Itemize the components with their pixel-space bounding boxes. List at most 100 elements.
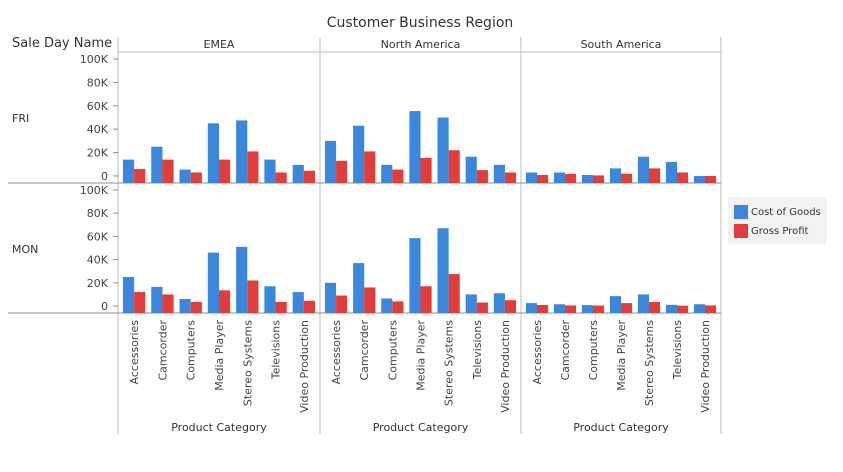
bar-fri-south-america-televisions-gross-profit[interactable] [677, 172, 689, 183]
bar-mon-south-america-stereo-systems-gross-profit[interactable] [649, 301, 661, 313]
bar-fri-south-america-video-production-cost-of-goods[interactable] [693, 176, 705, 183]
bar-fri-south-america-stereo-systems-cost-of-goods[interactable] [637, 156, 649, 183]
bar-fri-emea-camcorder-gross-profit[interactable] [162, 159, 174, 183]
bar-mon-south-america-televisions-cost-of-goods[interactable] [665, 304, 677, 313]
bar-mon-north-america-stereo-systems-gross-profit[interactable] [448, 274, 460, 313]
bar-fri-south-america-camcorder-gross-profit[interactable] [565, 173, 577, 183]
x-tick-label-video-production: Video Production [499, 320, 512, 413]
bar-fri-north-america-camcorder-gross-profit[interactable] [364, 151, 376, 183]
y-tick-label: 80K [87, 76, 109, 89]
bar-fri-north-america-televisions-cost-of-goods[interactable] [465, 156, 477, 183]
bar-fri-emea-stereo-systems-cost-of-goods[interactable] [236, 120, 248, 183]
bar-fri-north-america-accessories-gross-profit[interactable] [336, 160, 348, 183]
column-header-south-america: South America [581, 38, 662, 51]
bar-mon-north-america-computers-cost-of-goods[interactable] [381, 298, 393, 313]
bar-fri-south-america-computers-gross-profit[interactable] [593, 175, 605, 183]
bar-fri-emea-accessories-gross-profit[interactable] [134, 168, 146, 183]
bar-mon-emea-media-player-gross-profit[interactable] [219, 290, 231, 313]
bar-fri-emea-media-player-gross-profit[interactable] [219, 159, 231, 183]
bar-mon-south-america-computers-cost-of-goods[interactable] [581, 305, 593, 313]
bar-mon-emea-stereo-systems-gross-profit[interactable] [247, 280, 259, 313]
bar-fri-south-america-computers-cost-of-goods[interactable] [581, 174, 593, 183]
bar-mon-south-america-stereo-systems-cost-of-goods[interactable] [637, 294, 649, 313]
legend-label-cost-of-goods: Cost of Goods [751, 206, 821, 218]
bar-mon-north-america-video-production-gross-profit[interactable] [504, 300, 517, 313]
bar-fri-north-america-computers-gross-profit[interactable] [392, 169, 404, 183]
bar-fri-emea-media-player-cost-of-goods[interactable] [207, 123, 219, 183]
bar-mon-north-america-stereo-systems-cost-of-goods[interactable] [437, 228, 449, 313]
bar-mon-north-america-accessories-gross-profit[interactable] [336, 295, 348, 313]
bar-mon-south-america-accessories-gross-profit[interactable] [537, 304, 549, 313]
bar-mon-south-america-media-player-cost-of-goods[interactable] [609, 296, 621, 313]
legend-item-cost-of-goods[interactable]: Cost of Goods [734, 205, 821, 219]
column-header-north-america: North America [381, 38, 461, 51]
bar-mon-emea-camcorder-gross-profit[interactable] [162, 294, 174, 313]
bar-mon-south-america-media-player-gross-profit[interactable] [621, 303, 633, 313]
column-header-emea: EMEA [204, 38, 235, 51]
bar-mon-emea-televisions-cost-of-goods[interactable] [264, 286, 276, 313]
bar-mon-north-america-computers-gross-profit[interactable] [392, 301, 404, 313]
bar-fri-north-america-video-production-cost-of-goods[interactable] [493, 164, 505, 183]
bar-mon-south-america-video-production-gross-profit[interactable] [705, 305, 717, 313]
bar-fri-emea-televisions-cost-of-goods[interactable] [264, 159, 276, 183]
row-headers: FRI MON [12, 112, 38, 256]
bar-mon-north-america-media-player-gross-profit[interactable] [420, 286, 432, 313]
bar-fri-south-america-accessories-cost-of-goods[interactable] [525, 172, 537, 183]
bar-mon-north-america-media-player-cost-of-goods[interactable] [409, 238, 421, 313]
bar-mon-south-america-camcorder-gross-profit[interactable] [565, 305, 577, 313]
bar-fri-north-america-media-player-gross-profit[interactable] [420, 157, 432, 183]
bar-fri-south-america-media-player-cost-of-goods[interactable] [609, 168, 621, 183]
bar-mon-north-america-video-production-cost-of-goods[interactable] [493, 293, 505, 313]
bar-mon-emea-accessories-gross-profit[interactable] [134, 292, 146, 313]
bar-fri-south-america-stereo-systems-gross-profit[interactable] [649, 168, 661, 183]
bar-fri-emea-video-production-gross-profit[interactable] [303, 170, 316, 183]
y-tick-label: 20K [87, 277, 109, 290]
bar-fri-south-america-video-production-gross-profit[interactable] [705, 176, 717, 183]
bar-mon-emea-computers-gross-profit[interactable] [190, 301, 202, 313]
bar-mon-emea-computers-cost-of-goods[interactable] [179, 299, 191, 313]
bar-fri-south-america-accessories-gross-profit[interactable] [537, 174, 549, 183]
bar-mon-north-america-camcorder-gross-profit[interactable] [364, 287, 376, 313]
bar-fri-emea-accessories-cost-of-goods[interactable] [122, 159, 135, 183]
bar-mon-emea-media-player-cost-of-goods[interactable] [207, 252, 219, 313]
bar-mon-north-america-camcorder-cost-of-goods[interactable] [353, 263, 365, 313]
bar-mon-emea-camcorder-cost-of-goods[interactable] [151, 286, 163, 313]
bar-mon-north-america-televisions-cost-of-goods[interactable] [465, 294, 477, 313]
bar-fri-north-america-stereo-systems-cost-of-goods[interactable] [437, 117, 449, 184]
bar-fri-south-america-camcorder-cost-of-goods[interactable] [553, 172, 565, 183]
legend-item-gross-profit[interactable]: Gross Profit [734, 224, 808, 238]
bar-mon-emea-video-production-cost-of-goods[interactable] [292, 292, 304, 313]
bar-fri-emea-camcorder-cost-of-goods[interactable] [151, 146, 163, 183]
bar-mon-south-america-video-production-cost-of-goods[interactable] [693, 304, 705, 313]
bar-fri-north-america-accessories-cost-of-goods[interactable] [324, 140, 337, 183]
bar-mon-south-america-computers-gross-profit[interactable] [593, 305, 605, 313]
bar-fri-emea-televisions-gross-profit[interactable] [275, 172, 287, 183]
bar-mon-emea-televisions-gross-profit[interactable] [275, 301, 287, 313]
bar-mon-south-america-camcorder-cost-of-goods[interactable] [553, 304, 565, 313]
bar-fri-north-america-camcorder-cost-of-goods[interactable] [353, 125, 365, 183]
row-header-fri: FRI [12, 112, 29, 125]
x-axis-title: Product Category [171, 421, 267, 434]
bar-fri-emea-video-production-cost-of-goods[interactable] [292, 164, 304, 183]
y-tick-label: 100K [80, 53, 109, 66]
bar-fri-emea-stereo-systems-gross-profit[interactable] [247, 151, 259, 183]
bar-mon-emea-video-production-gross-profit[interactable] [303, 300, 316, 313]
y-tick-label: 40K [87, 254, 109, 267]
bar-mon-north-america-televisions-gross-profit[interactable] [476, 302, 488, 313]
bar-fri-north-america-video-production-gross-profit[interactable] [504, 172, 517, 183]
bar-mon-north-america-accessories-cost-of-goods[interactable] [324, 282, 337, 313]
bar-fri-north-america-televisions-gross-profit[interactable] [476, 170, 488, 183]
bar-fri-south-america-media-player-gross-profit[interactable] [621, 173, 633, 183]
bar-mon-south-america-accessories-cost-of-goods[interactable] [525, 303, 537, 313]
bar-fri-north-america-media-player-cost-of-goods[interactable] [409, 111, 421, 183]
bar-mon-emea-stereo-systems-cost-of-goods[interactable] [236, 246, 248, 313]
bar-fri-emea-computers-gross-profit[interactable] [190, 172, 202, 183]
bar-fri-north-america-stereo-systems-gross-profit[interactable] [448, 150, 460, 183]
bar-fri-south-america-televisions-cost-of-goods[interactable] [665, 161, 677, 183]
bar-mon-emea-accessories-cost-of-goods[interactable] [122, 277, 135, 313]
bar-mon-south-america-televisions-gross-profit[interactable] [677, 305, 689, 313]
bar-fri-north-america-computers-cost-of-goods[interactable] [381, 164, 393, 183]
bar-fri-emea-computers-cost-of-goods[interactable] [179, 169, 191, 183]
